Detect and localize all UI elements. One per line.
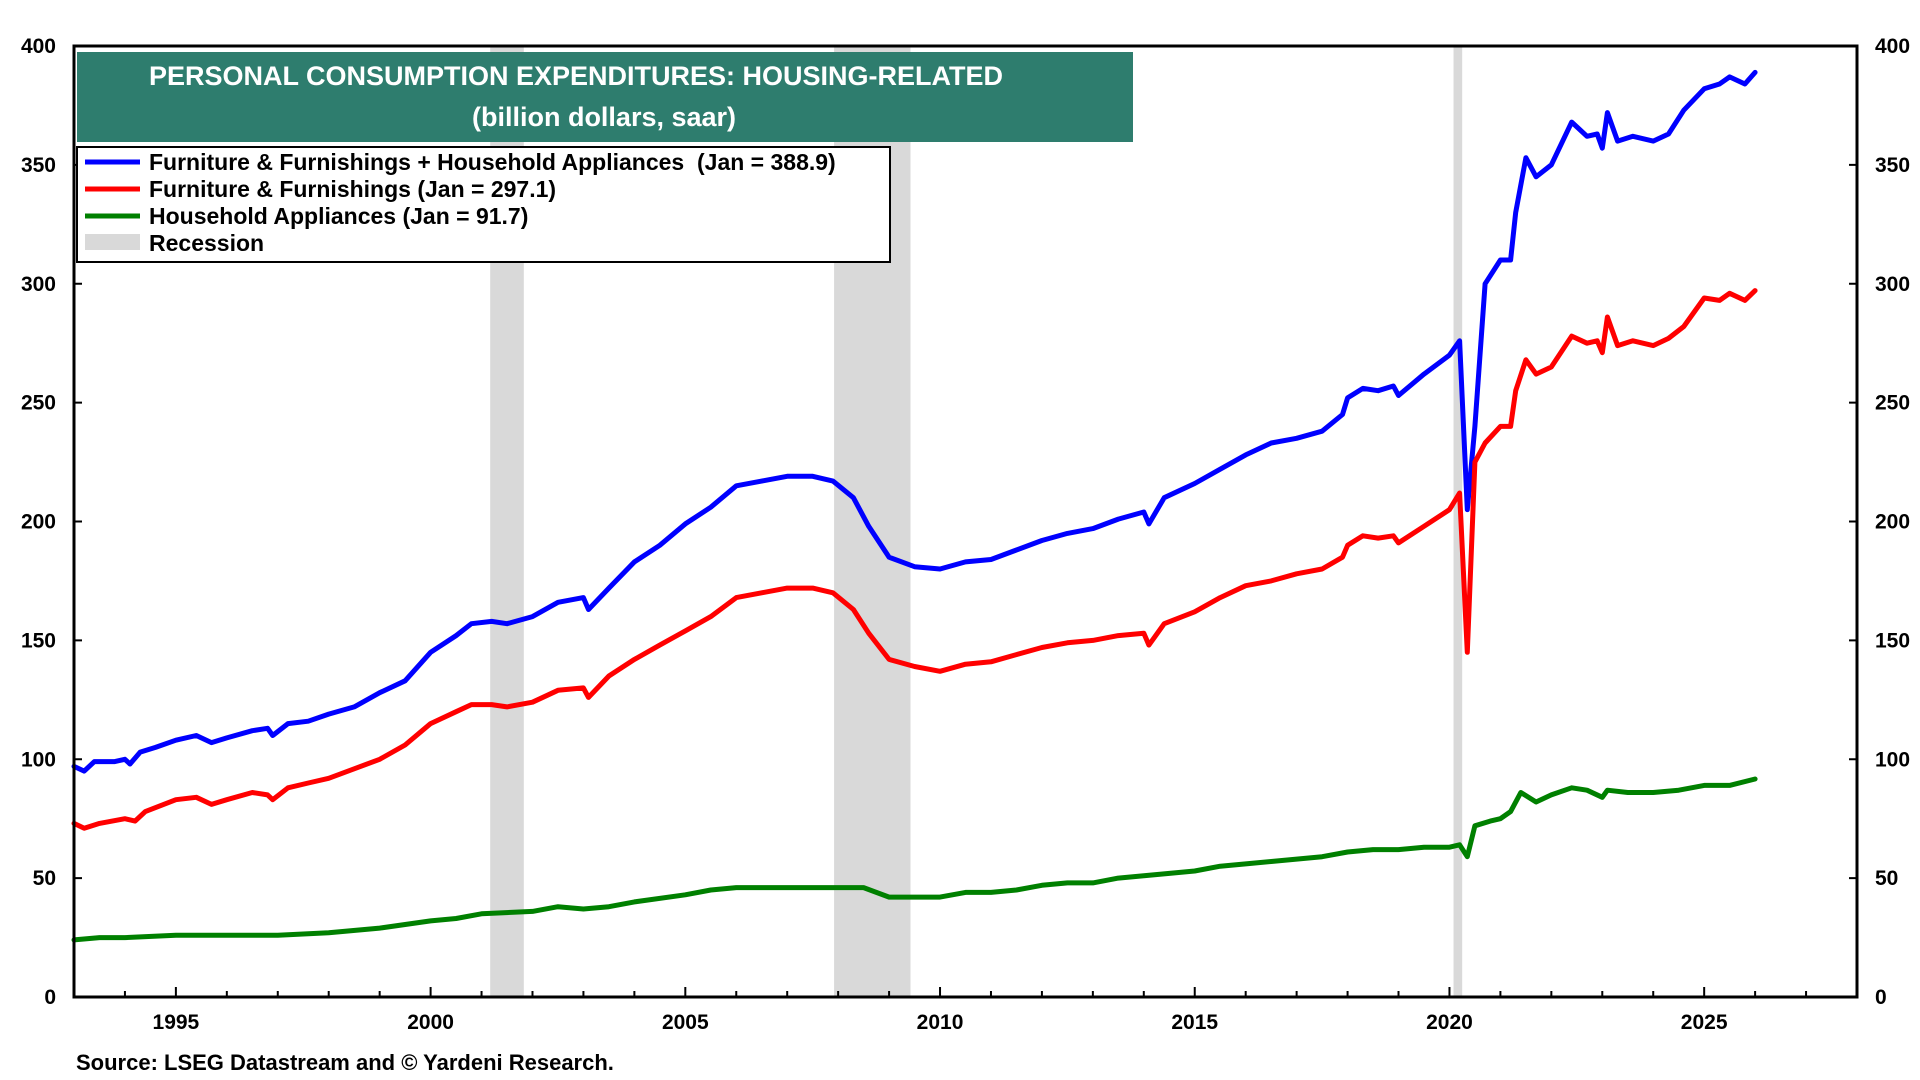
- y-tick-label-right-3: 150: [1875, 629, 1910, 652]
- source-note: Source: LSEG Datastream and © Yardeni Re…: [76, 1050, 614, 1075]
- y-tick-label-left-1: 50: [33, 867, 56, 890]
- legend-label-recession: Recession: [149, 230, 264, 256]
- plot-frame: [72, 44, 1859, 999]
- y-tick-label-right-6: 300: [1875, 273, 1910, 296]
- series-lines: [71, 69, 1758, 943]
- x-tick-label-5: 2020: [1426, 1011, 1473, 1034]
- title-banner-bg: [77, 52, 1133, 142]
- legend-label-total: Furniture & Furnishings + Household Appl…: [149, 149, 836, 175]
- x-tick-label-4: 2015: [1171, 1011, 1218, 1034]
- recession-band-2: [1453, 46, 1463, 997]
- legend-swatch-recession: [85, 234, 140, 250]
- y-tick-label-right-4: 200: [1875, 511, 1910, 534]
- x-tick-label-2: 2005: [662, 1011, 709, 1034]
- y-tick-label-right-8: 400: [1875, 35, 1910, 58]
- legend-label-furniture: Furniture & Furnishings (Jan = 297.1): [149, 176, 556, 202]
- legend: Furniture & Furnishings + Household Appl…: [76, 146, 891, 263]
- y-tick-label-left-3: 150: [21, 629, 56, 652]
- y-tick-label-right-2: 100: [1875, 748, 1910, 771]
- x-tick-label-0: 1995: [153, 1011, 200, 1034]
- series-line-0: [71, 69, 1758, 774]
- y-axis-left-labels: 0 50 100 150 200 250 300 350 400: [21, 35, 56, 1009]
- y-tick-label-left-4: 200: [21, 511, 56, 534]
- y-tick-label-left-8: 400: [21, 35, 56, 58]
- y-tick-label-left-0: 0: [44, 986, 56, 1009]
- y-tick-label-left-5: 250: [21, 392, 56, 415]
- y-tick-label-left-6: 300: [21, 273, 56, 296]
- legend-label-appliances: Household Appliances (Jan = 91.7): [149, 203, 528, 229]
- series-line-1: [71, 288, 1758, 831]
- y-tick-label-right-0: 0: [1875, 986, 1887, 1009]
- y-tick-label-right-1: 50: [1875, 867, 1898, 890]
- legend-box: [76, 146, 891, 263]
- y-tick-label-right-7: 350: [1875, 154, 1910, 177]
- y-axis-right-labels: 0 50 100 150 200 250 300 350 400: [1875, 35, 1910, 1009]
- series-line-2: [71, 776, 1758, 943]
- x-tick-label-6: 2025: [1681, 1011, 1728, 1034]
- title-banner: PERSONAL CONSUMPTION EXPENDITURES: HOUSI…: [77, 52, 1133, 142]
- x-tick-label-3: 2010: [917, 1011, 964, 1034]
- chart-subtitle: (billion dollars, saar): [472, 102, 736, 132]
- y-tick-label-left-2: 100: [21, 748, 56, 771]
- y-tick-label-right-5: 250: [1875, 392, 1910, 415]
- x-axis-labels: 1995 2000 2005 2010 2015 2020 2025: [153, 1011, 1728, 1034]
- x-tick-label-1: 2000: [407, 1011, 454, 1034]
- y-tick-label-left-7: 350: [21, 154, 56, 177]
- chart-title: PERSONAL CONSUMPTION EXPENDITURES: HOUSI…: [149, 61, 1003, 91]
